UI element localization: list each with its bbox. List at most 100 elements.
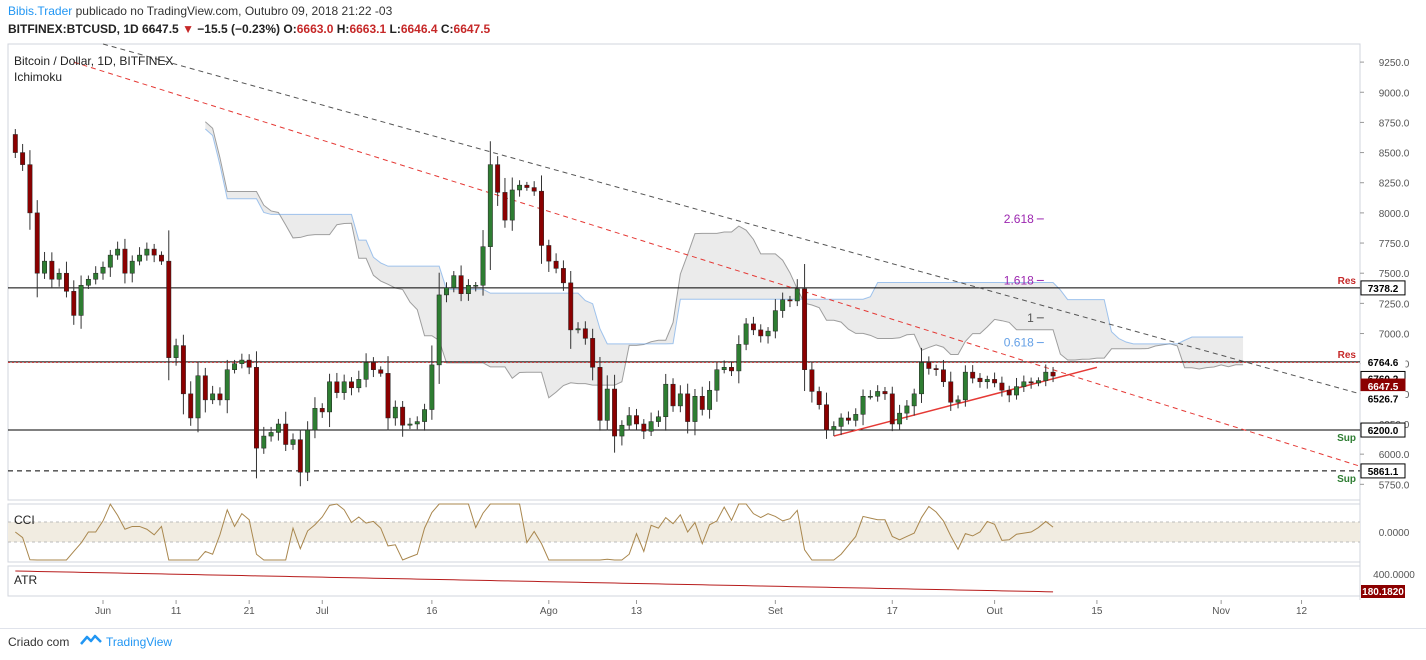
candle-body <box>254 367 259 449</box>
candle-body <box>239 359 245 364</box>
candle-body <box>612 388 618 437</box>
candle-body <box>809 369 815 392</box>
candle-body <box>93 272 99 280</box>
candle-body <box>12 134 18 153</box>
candle-body <box>1036 380 1041 384</box>
candle-body <box>531 187 537 192</box>
footer: Criado com TradingView <box>0 628 1426 660</box>
cci-tick-label: 0.0000 <box>1379 528 1410 539</box>
candle-body <box>392 406 398 419</box>
candle-body <box>56 272 62 280</box>
candle-body <box>780 299 786 311</box>
atr-title: ATR <box>14 573 37 587</box>
author-link[interactable]: Bibis.Trader <box>8 4 73 18</box>
candle-body <box>955 399 961 403</box>
x-tick-label: 17 <box>887 606 899 617</box>
high-label: H: <box>336 22 350 36</box>
candle-body <box>758 329 764 337</box>
candle-body <box>970 371 976 379</box>
candle-body <box>473 285 479 287</box>
candle-body <box>860 396 866 415</box>
indicator-title: Ichimoku <box>14 70 62 84</box>
candle-body <box>71 291 77 316</box>
candle-body <box>217 393 223 401</box>
close-value: 6647.5 <box>453 22 491 36</box>
candle-body <box>370 362 376 370</box>
candle-body <box>670 383 676 407</box>
symbol-label: BITFINEX:BTCUSD, 1D <box>8 22 139 36</box>
sub-panes: 0.0000 400.0000 180.1820 <box>8 503 1415 598</box>
y-tick-label: 8250.0 <box>1379 179 1410 190</box>
candle-body <box>34 212 40 274</box>
candle-body <box>743 323 749 345</box>
candle-body <box>875 391 881 397</box>
candle-body <box>904 405 910 414</box>
price-tag-label: 6526.7 <box>1368 395 1399 406</box>
candle-body <box>1021 381 1027 387</box>
candle-body <box>940 369 946 383</box>
chart-canvas[interactable]: Res Res Sup Sup 2.618 1.618 1 0.618 5750.0 6000… <box>0 40 1426 628</box>
atr-last-label: 180.1820 <box>1362 587 1404 598</box>
candle-body <box>999 382 1005 391</box>
candle-body <box>509 189 515 221</box>
atr-pane-border <box>7 565 1361 597</box>
candle-body <box>692 396 698 422</box>
candle-body <box>553 260 559 269</box>
publish-line: Bibis.Trader publicado no TradingView.co… <box>8 4 392 18</box>
candle-body <box>195 375 201 419</box>
candle-body <box>422 409 428 422</box>
candle-body <box>115 248 121 256</box>
candle-body <box>634 415 639 425</box>
x-axis[interactable]: Jun 11 21 Jul 16 Ago 13 Set 17 Out 15 Nov 12 <box>95 600 1308 617</box>
cloud-fill <box>205 121 1244 398</box>
candle-body <box>465 285 471 294</box>
candle-body <box>400 406 406 426</box>
low-label: L: <box>389 22 401 36</box>
change-arrow-icon: ▼ <box>182 22 194 36</box>
tradingview-link[interactable]: TradingView <box>80 634 172 649</box>
x-tick-label: 16 <box>426 606 438 617</box>
candle-body <box>648 421 654 432</box>
candle-body <box>750 323 756 331</box>
fib-levels: 2.618 1.618 1 0.618 <box>1004 212 1044 350</box>
candle-body <box>626 415 632 426</box>
candle-body <box>349 381 354 389</box>
open-value: 6663.0 <box>296 22 334 36</box>
candles <box>12 129 1056 487</box>
candle-body <box>480 246 486 286</box>
candle-body <box>992 379 998 384</box>
y-tick-label: 7750.0 <box>1379 239 1410 250</box>
candle-body <box>619 424 625 437</box>
y-tick-label: 8000.0 <box>1379 209 1410 220</box>
candle-body <box>144 248 150 256</box>
candle-body <box>224 369 230 401</box>
ohlc-line: BITFINEX:BTCUSD, 1D 6647.5 ▼ −15.5 (−0.2… <box>8 22 490 36</box>
horizontal-levels: Res Res Sup Sup <box>8 276 1360 485</box>
candle-body <box>597 367 603 421</box>
x-tick-label: 15 <box>1091 606 1103 617</box>
x-tick-label: 13 <box>631 606 643 617</box>
publish-info: publicado no TradingView.com, Outubro 09… <box>75 4 393 18</box>
candle-body <box>524 184 530 188</box>
candle-body <box>275 423 281 433</box>
gray-downtrend-line <box>102 43 1361 395</box>
price-tags: 7378.26764.66760.26647.56526.76200.05861… <box>1360 280 1406 479</box>
candle-body <box>290 439 296 445</box>
candle-body <box>444 287 449 296</box>
y-tick-label: 9250.0 <box>1379 58 1410 69</box>
candle-body <box>232 363 237 370</box>
cci-band <box>8 522 1360 542</box>
candle-body <box>49 260 55 280</box>
candle-body <box>721 367 727 370</box>
candle-body <box>824 404 829 431</box>
candle-body <box>151 248 157 256</box>
candle-body <box>20 152 26 165</box>
candle-body <box>305 429 311 473</box>
y-tick-label: 7250.0 <box>1379 299 1410 310</box>
candle-body <box>926 362 932 369</box>
fib-label: 1.618 <box>1004 273 1034 287</box>
x-tick-label: 12 <box>1296 606 1308 617</box>
price-tag-box <box>1360 422 1406 438</box>
candle-body <box>246 359 252 368</box>
candle-body <box>933 368 939 370</box>
